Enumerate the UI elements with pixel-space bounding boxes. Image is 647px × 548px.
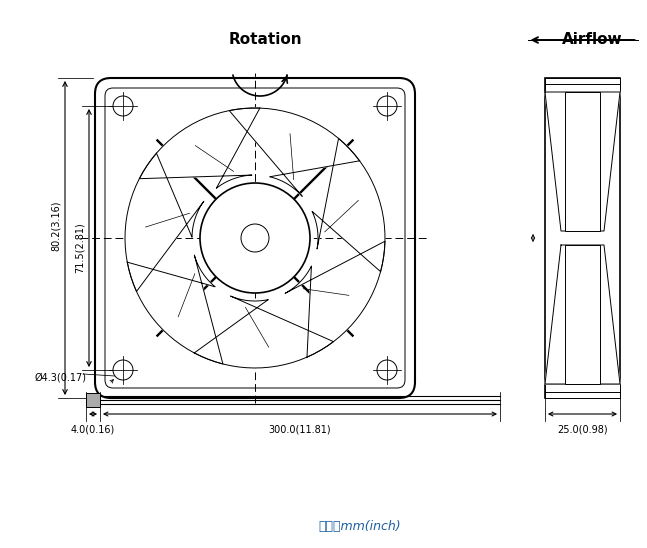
Circle shape xyxy=(113,96,133,116)
Text: Ø4.3(0.17): Ø4.3(0.17) xyxy=(35,373,87,383)
Text: 4.0(0.16): 4.0(0.16) xyxy=(71,424,115,434)
Polygon shape xyxy=(285,241,385,357)
Text: 71.5(2.81): 71.5(2.81) xyxy=(75,222,85,273)
Polygon shape xyxy=(127,255,223,364)
Bar xyxy=(565,92,600,231)
Circle shape xyxy=(113,360,133,380)
Text: 80.2(3.16): 80.2(3.16) xyxy=(51,201,61,251)
Bar xyxy=(86,393,100,407)
Circle shape xyxy=(200,183,310,293)
FancyBboxPatch shape xyxy=(95,78,415,398)
Polygon shape xyxy=(312,139,385,272)
Bar xyxy=(545,78,620,398)
Polygon shape xyxy=(139,108,260,189)
Circle shape xyxy=(377,360,397,380)
Bar xyxy=(545,384,620,398)
Bar xyxy=(545,78,620,92)
Text: 300.0(11.81): 300.0(11.81) xyxy=(269,424,331,434)
Polygon shape xyxy=(194,296,333,368)
Polygon shape xyxy=(545,92,620,231)
Text: 25.0(0.98): 25.0(0.98) xyxy=(557,424,608,434)
Polygon shape xyxy=(229,108,360,196)
Text: Airflow: Airflow xyxy=(562,32,623,48)
Circle shape xyxy=(377,96,397,116)
Circle shape xyxy=(241,224,269,252)
Text: 单位：mm(inch): 单位：mm(inch) xyxy=(319,520,401,533)
Polygon shape xyxy=(545,245,620,384)
Bar xyxy=(565,245,600,384)
Polygon shape xyxy=(125,153,204,292)
Text: Rotation: Rotation xyxy=(228,32,302,48)
